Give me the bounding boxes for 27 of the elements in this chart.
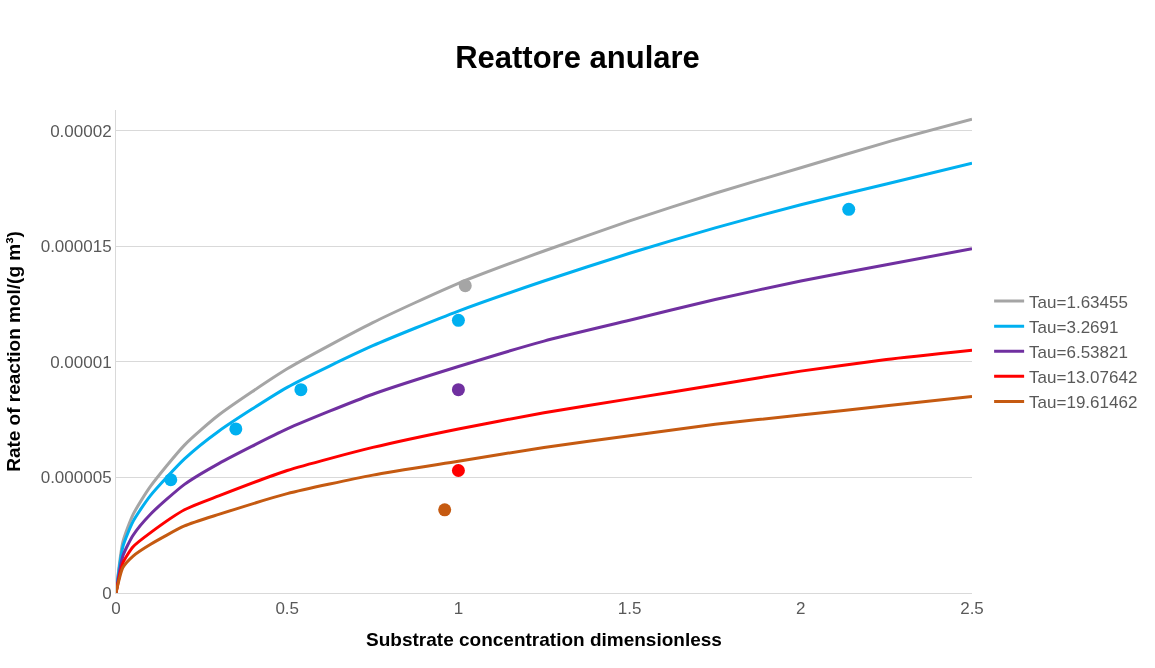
y-tick-label: 0.00002 xyxy=(50,121,112,141)
chart-title: Reattore anulare xyxy=(455,40,700,76)
point xyxy=(458,279,472,293)
legend-label: Tau=3.2691 xyxy=(1029,317,1119,337)
y-tick-label: 0.00001 xyxy=(50,352,112,372)
x-tick-label: 1.5 xyxy=(617,599,642,619)
y-tick-label: 0 xyxy=(102,583,112,603)
point xyxy=(229,422,243,436)
point xyxy=(164,473,178,487)
point xyxy=(438,503,452,517)
y-axis-title: Rate of reaction mol/(g m³) xyxy=(2,231,24,472)
x-tick-label: 2.5 xyxy=(960,599,984,619)
y-tick-label: 0.000015 xyxy=(40,237,112,257)
point xyxy=(294,383,308,397)
y-tick-label: 0.000005 xyxy=(40,468,112,488)
point xyxy=(451,313,465,327)
point xyxy=(842,202,856,216)
x-axis-title: Substrate concentration dimensionless xyxy=(366,629,722,651)
legend-label: Tau=6.53821 xyxy=(1029,342,1128,362)
legend-label: Tau=19.61462 xyxy=(1029,393,1138,413)
x-tick-label: 0.5 xyxy=(275,599,300,619)
x-tick-label: 1 xyxy=(453,599,464,619)
point xyxy=(451,383,465,397)
point xyxy=(451,464,465,478)
legend-label: Tau=13.07642 xyxy=(1029,367,1138,387)
legend-label: Tau=1.63455 xyxy=(1029,292,1128,312)
x-tick-label: 2 xyxy=(796,599,806,619)
